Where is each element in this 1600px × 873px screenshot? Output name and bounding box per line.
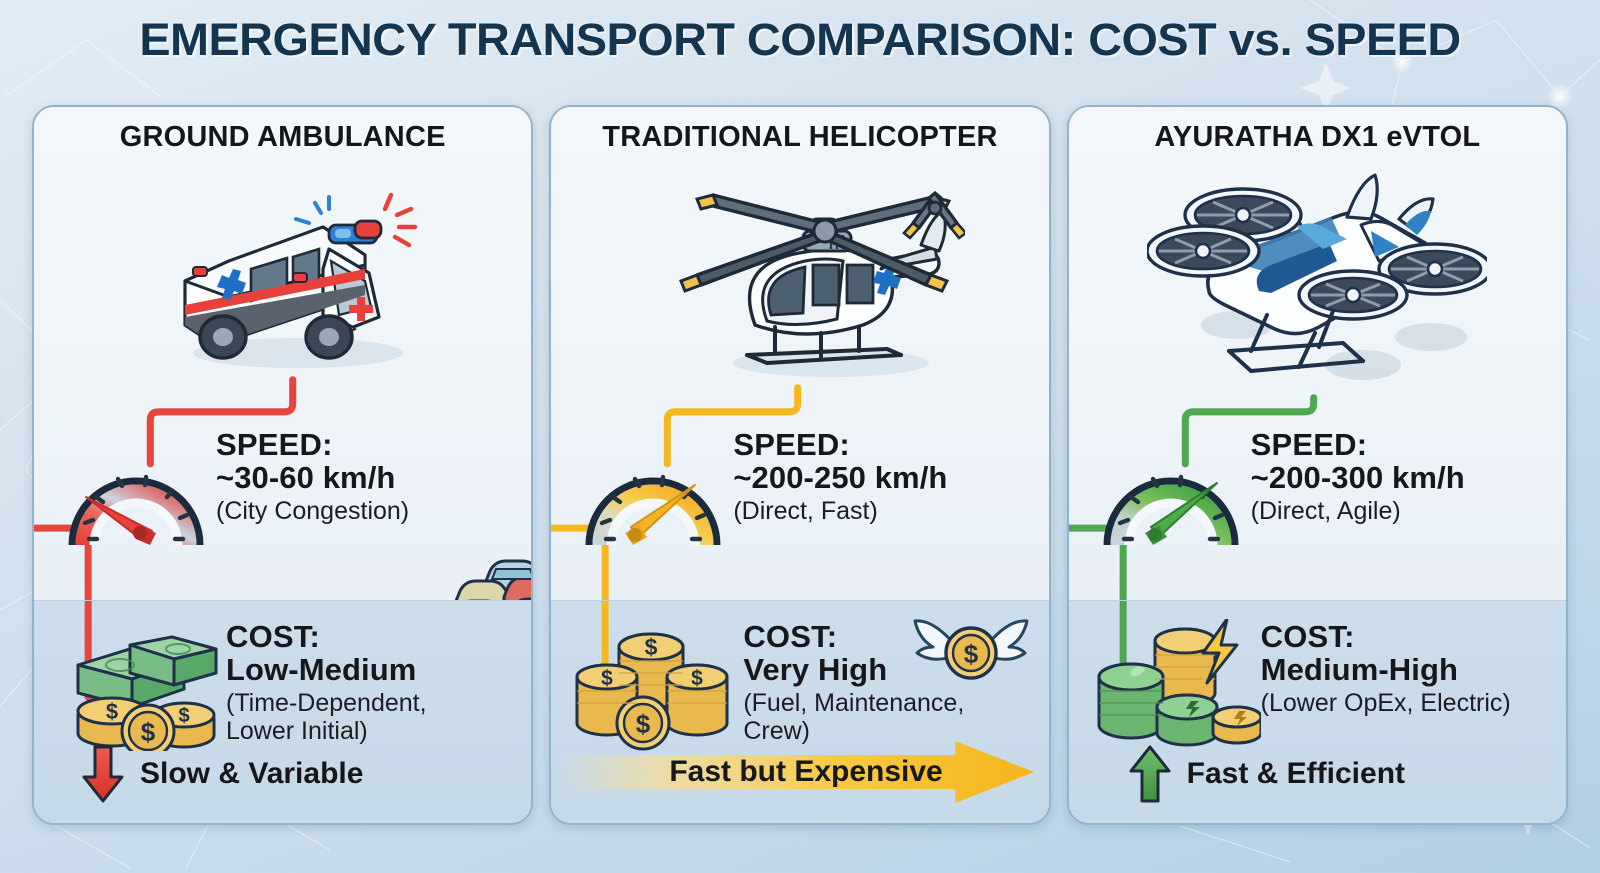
cost-note: (Fuel, Maintenance, Crew) bbox=[743, 688, 965, 746]
gold-coin-stacks-icon: $ $ $ $ bbox=[573, 619, 743, 756]
panel-ayuratha-dx1-evtol[interactable]: AYURATHA DX1 eVTOL bbox=[1066, 105, 1568, 825]
speedometer-green-icon bbox=[1091, 427, 1251, 564]
cost-section: COST: Medium-High (Lower OpEx, Electric)… bbox=[1068, 600, 1566, 823]
cost-label: COST: bbox=[226, 619, 320, 654]
speed-metric-row: SPEED: ~200-300 km/h (Direct, Agile) bbox=[1091, 427, 1465, 564]
verdict-traditional-helicopter: Fast but Expensive bbox=[551, 739, 1048, 805]
speed-section: TRADITIONAL HELICOPTER bbox=[551, 107, 1049, 602]
svg-text:$: $ bbox=[963, 639, 978, 669]
speed-section: AYURATHA DX1 eVTOL bbox=[1068, 107, 1566, 602]
cost-metric-row: COST: Medium-High (Lower OpEx, Electric) bbox=[1091, 617, 1511, 756]
panel-title: AYURATHA DX1 eVTOL bbox=[1154, 121, 1481, 153]
speed-metric-row: SPEED: ~30-60 km/h (City Congestion) bbox=[56, 427, 409, 564]
page-title: EMERGENCY TRANSPORT COMPARISON: COST vs.… bbox=[139, 14, 1461, 65]
speed-note: (Direct, Fast) bbox=[733, 496, 878, 525]
ambulance-icon bbox=[133, 165, 433, 385]
panel-title: TRADITIONAL HELICOPTER bbox=[602, 121, 998, 153]
speed-value: ~200-300 km/h bbox=[1250, 459, 1465, 495]
speed-note: (City Congestion) bbox=[216, 496, 410, 525]
winged-dollar-coin-icon: $ bbox=[911, 609, 1031, 698]
cost-section: $ $ $ $ COST: Very High (Fuel, Maintenan… bbox=[551, 600, 1049, 823]
cost-section: $ $ $ COST: Low-Medium (Time-Dependent, L… bbox=[34, 600, 532, 823]
speed-section: GROUND AMBULANCE bbox=[34, 107, 532, 643]
speed-text-block: SPEED: ~200-300 km/h (Direct, Agile) bbox=[1251, 427, 1465, 525]
cost-value: Very High bbox=[743, 651, 888, 687]
svg-text:$: $ bbox=[601, 667, 613, 690]
speed-label: SPEED: bbox=[733, 427, 850, 462]
arrow-up-green-icon bbox=[1129, 745, 1171, 803]
verdict-ground-ambulance: Slow & Variable bbox=[34, 743, 531, 805]
verdict-text: Slow & Variable bbox=[140, 757, 364, 790]
speed-note: (Direct, Agile) bbox=[1250, 496, 1401, 525]
cost-value: Medium-High bbox=[1260, 651, 1459, 687]
svg-text:$: $ bbox=[106, 699, 118, 724]
speed-text-block: SPEED: ~30-60 km/h (City Congestion) bbox=[216, 427, 409, 525]
panel-traditional-helicopter[interactable]: TRADITIONAL HELICOPTER bbox=[549, 105, 1051, 825]
speedometer-red-icon bbox=[56, 427, 216, 564]
svg-text:$: $ bbox=[645, 634, 658, 660]
speed-value: ~30-60 km/h bbox=[216, 459, 396, 495]
verdict-text: Fast but Expensive bbox=[669, 755, 943, 788]
comparison-panels: GROUND AMBULANCE bbox=[32, 105, 1568, 825]
panel-ground-ambulance[interactable]: GROUND AMBULANCE bbox=[32, 105, 534, 825]
speed-label: SPEED: bbox=[1250, 427, 1368, 462]
speed-metric-row: SPEED: ~200-250 km/h (Direct, Fast) bbox=[573, 427, 947, 564]
speed-label: SPEED: bbox=[216, 427, 333, 462]
evtol-aircraft-icon bbox=[1145, 165, 1494, 395]
cost-label: COST: bbox=[1260, 619, 1355, 654]
cost-note: (Time-Dependent, Lower Initial) bbox=[226, 688, 427, 746]
svg-text:$: $ bbox=[691, 667, 703, 690]
cost-metric-row: $ $ $ COST: Low-Medium (Time-Dependent, L… bbox=[56, 619, 427, 759]
cost-label: COST: bbox=[743, 619, 838, 654]
green-gold-coin-stacks-icon bbox=[1091, 617, 1263, 756]
cost-metric-row: $ $ $ $ COST: Very High (Fuel, Maintenan… bbox=[573, 619, 964, 756]
speed-value: ~200-250 km/h bbox=[733, 459, 948, 495]
helicopter-icon bbox=[635, 165, 968, 392]
panel-title: GROUND AMBULANCE bbox=[119, 121, 446, 153]
speedometer-yellow-icon bbox=[573, 427, 733, 564]
cost-value: Low-Medium bbox=[226, 651, 417, 687]
arrow-right-yellow-icon bbox=[561, 741, 1035, 803]
svg-text:$: $ bbox=[141, 717, 156, 747]
cost-note: (Lower OpEx, Electric) bbox=[1260, 688, 1511, 717]
svg-text:$: $ bbox=[636, 709, 651, 739]
cost-text-block: COST: Medium-High (Lower OpEx, Electric) bbox=[1261, 619, 1511, 717]
cost-text-block: COST: Low-Medium (Time-Dependent, Lower I… bbox=[226, 619, 427, 746]
cost-text-block: COST: Very High (Fuel, Maintenance, Crew) bbox=[743, 619, 964, 746]
arrow-down-red-icon bbox=[82, 745, 124, 803]
svg-text:$: $ bbox=[178, 705, 189, 727]
cash-and-coins-icon: $ $ $ bbox=[56, 619, 226, 759]
verdict-text: Fast & Efficient bbox=[1186, 757, 1406, 790]
speed-text-block: SPEED: ~200-250 km/h (Direct, Fast) bbox=[733, 427, 947, 525]
verdict-ayuratha-dx1-evtol: Fast & Efficient bbox=[1069, 743, 1566, 805]
